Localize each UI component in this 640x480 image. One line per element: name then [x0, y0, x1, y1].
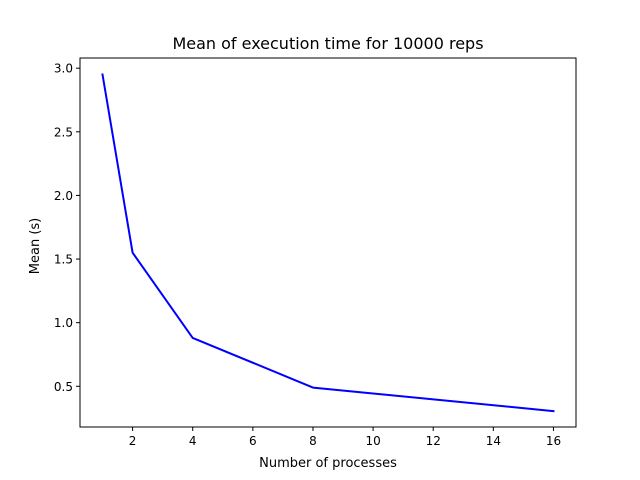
x-tick-label: 16	[546, 434, 561, 448]
y-tick-label: 3.0	[54, 62, 73, 76]
y-tick-label: 1.5	[54, 253, 73, 267]
x-tick-label: 8	[309, 434, 317, 448]
series-line-0	[101, 73, 555, 413]
x-tick-label: 4	[189, 434, 197, 448]
y-axis-label: Mean (s)	[28, 218, 43, 274]
y-tick-label: 2.0	[54, 189, 73, 203]
x-axis-label: Number of processes	[259, 456, 397, 471]
y-tick-label: 2.5	[54, 125, 73, 139]
y-tick-label: 0.5	[54, 380, 73, 394]
x-tick-label: 10	[365, 434, 380, 448]
axes-frame	[79, 57, 577, 428]
x-tick-label: 2	[129, 434, 137, 448]
x-tick-label: 12	[426, 434, 441, 448]
chart-title: Mean of execution time for 10000 reps	[172, 34, 483, 53]
x-tick-label: 6	[249, 434, 257, 448]
x-tick-label: 14	[486, 434, 501, 448]
plot-area: 2 4 6 8 10 12 14 16 0.5 1.0 1.5 2.0 2.5 3.0	[54, 57, 577, 448]
y-tick-label: 1.0	[54, 316, 73, 330]
